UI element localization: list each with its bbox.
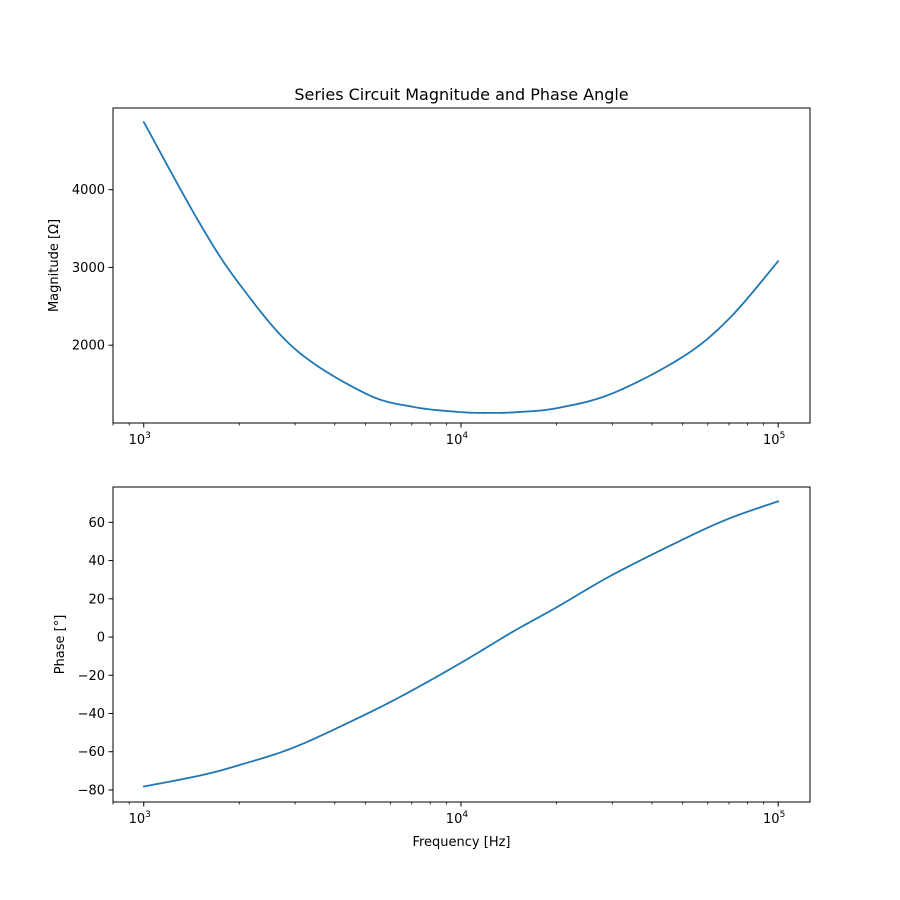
chart-title: Series Circuit Magnitude and Phase Angle <box>294 85 628 104</box>
phase-y-tick-label: 60 <box>88 516 105 531</box>
phase-y-tick-label: −40 <box>78 707 105 722</box>
magnitude-y-tick-label: 3000 <box>72 261 105 276</box>
phase-x-tick-label: 105 <box>763 810 785 827</box>
phase-y-tick-label: −20 <box>78 669 105 684</box>
magnitude-y-tick-label: 4000 <box>72 183 105 198</box>
phase-panel: 103 104 105 −80 −60 −40 −20 0 20 40 60 Phase [°] Fre… <box>53 486 811 850</box>
phase-y-tick-label: 0 <box>97 631 105 646</box>
magnitude-series-line <box>142 121 780 414</box>
phase-x-axis-label: Frequency [Hz] <box>412 835 510 850</box>
phase-y-axis-label: Phase [°] <box>53 615 68 675</box>
phase-y-tick-label: 20 <box>88 592 105 607</box>
phase-x-tick-label: 103 <box>129 810 151 827</box>
phase-y-tick-label: −80 <box>78 783 105 798</box>
magnitude-axes-frame <box>112 107 811 424</box>
magnitude-panel: 103 104 105 2000 3000 4000 Magnitude [Ω] <box>47 107 811 448</box>
phase-axes-frame <box>112 486 811 803</box>
magnitude-x-tick-label: 104 <box>446 431 469 448</box>
magnitude-y-axis-label: Magnitude [Ω] <box>47 219 62 312</box>
magnitude-y-tick-label: 2000 <box>72 339 105 354</box>
phase-y-tick-label: 40 <box>88 554 105 569</box>
magnitude-x-tick-label: 103 <box>129 431 151 448</box>
phase-y-tick-label: −60 <box>78 745 105 760</box>
phase-series-line <box>142 500 780 788</box>
magnitude-x-tick-label: 105 <box>763 431 785 448</box>
phase-x-tick-label: 104 <box>446 810 469 827</box>
chart-panels: 103 104 105 2000 3000 4000 Magnitude [Ω] 103 104… <box>47 107 811 850</box>
